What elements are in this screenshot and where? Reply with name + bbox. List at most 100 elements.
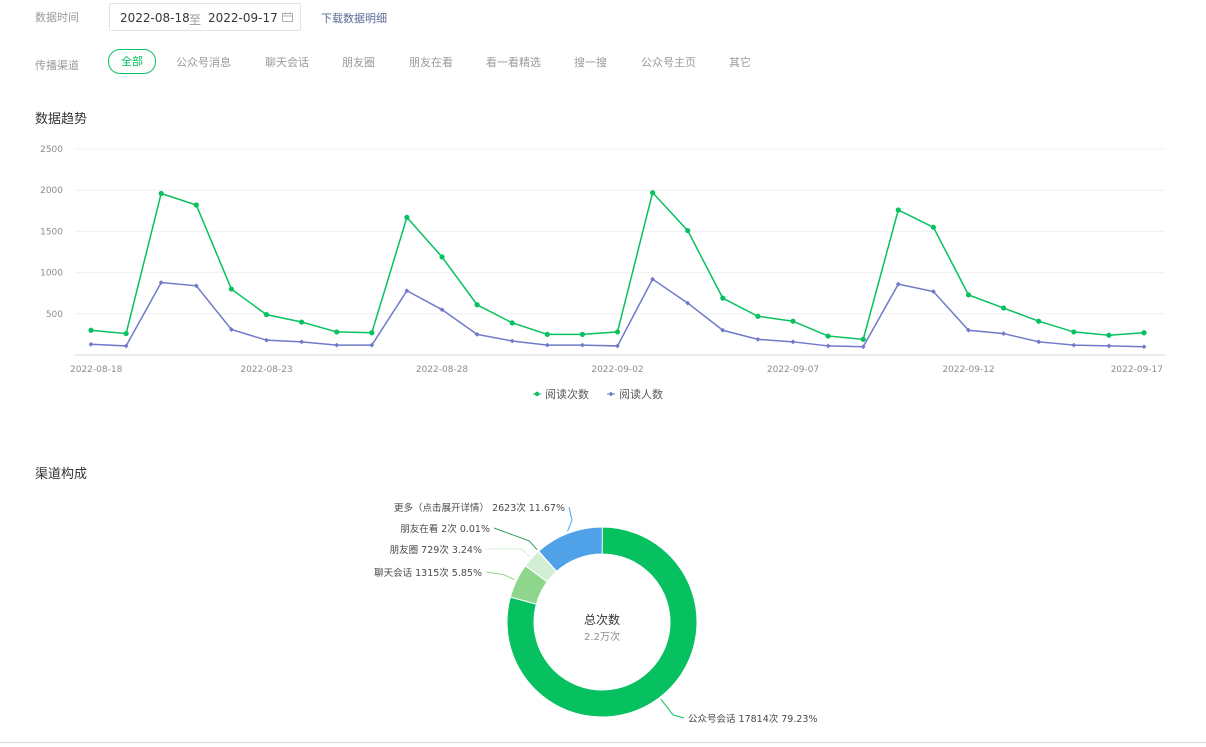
date-filter-label: 数据时间 [35,11,79,24]
data-point[interactable] [474,332,480,337]
composition-section-title: 渠道构成 [35,467,88,482]
data-point[interactable] [1106,332,1112,338]
data-point[interactable] [123,330,129,337]
slice-label: 更多（点击展开详情） 2623次 11.67% [394,502,565,514]
channel-tab[interactable]: 其它 [729,56,751,69]
data-point[interactable] [930,224,937,230]
x-tick-label: 2022-08-28 [416,365,469,375]
data-point[interactable] [931,289,936,294]
channel-tab[interactable]: 朋友圈 [342,56,375,69]
data-point[interactable] [685,300,691,306]
data-point[interactable] [1071,329,1077,335]
slice-leader-line [660,698,685,719]
data-point[interactable] [755,313,761,319]
channel-filter-label: 传播渠道 [35,59,79,72]
data-point[interactable] [158,190,164,197]
y-tick-label: 1500 [40,227,63,237]
data-point[interactable] [88,327,94,333]
legend-item[interactable]: 阅读次数 [533,387,589,401]
date-end: 2022-09-17 [208,11,278,25]
download-detail-link[interactable]: 下载数据明细 [321,12,387,25]
data-point[interactable] [790,339,796,345]
data-point[interactable] [1141,344,1147,350]
channel-tab[interactable]: 全部 [108,49,156,74]
data-point[interactable] [650,190,656,196]
slice-label: 朋友圈 729次 3.24% [390,544,482,556]
data-point[interactable] [966,327,971,333]
slice-leader-line [485,571,515,581]
data-point[interactable] [965,292,972,298]
legend-marker [608,391,614,397]
slice-leader-line [493,527,538,551]
data-point[interactable] [825,343,831,349]
data-point[interactable] [685,227,691,234]
donut-slice[interactable] [506,526,698,718]
data-point[interactable] [439,307,445,313]
data-point[interactable] [158,280,164,285]
channel-tab[interactable]: 公众号主页 [641,56,696,69]
data-point[interactable] [1001,331,1006,336]
data-point[interactable] [123,343,129,349]
data-point[interactable] [615,343,620,349]
data-point[interactable] [264,337,269,343]
data-point[interactable] [544,331,550,337]
data-point[interactable] [755,336,761,342]
data-point[interactable] [229,327,234,332]
data-point[interactable] [544,342,550,348]
channel-tab[interactable]: 看一看精选 [486,56,541,69]
data-point[interactable] [439,254,445,260]
data-point[interactable] [825,333,831,339]
data-point[interactable] [404,214,410,220]
slice-label: 聊天会话 1315次 5.85% [374,567,482,579]
slice-leader-line [485,548,531,558]
date-start: 2022-08-18 [120,11,190,25]
x-tick-label: 2022-09-12 [942,365,994,375]
data-point[interactable] [509,338,515,344]
data-point[interactable] [228,286,234,292]
data-point[interactable] [299,339,304,345]
y-tick-label: 1000 [40,269,63,279]
data-point[interactable] [509,320,515,326]
data-point[interactable] [1036,339,1042,345]
data-point[interactable] [334,342,340,348]
data-point[interactable] [895,281,901,287]
data-point[interactable] [650,276,655,282]
data-point[interactable] [614,329,621,335]
series-line [90,191,1145,341]
series-line [90,278,1145,348]
data-point[interactable] [1071,342,1077,348]
data-point[interactable] [860,344,866,350]
data-point[interactable] [474,302,480,308]
x-tick-label: 2022-09-02 [591,365,643,375]
data-point[interactable] [1001,305,1007,311]
x-tick-label: 2022-08-18 [70,365,123,375]
data-point[interactable] [790,318,796,324]
data-point[interactable] [579,331,586,337]
data-point[interactable] [88,341,94,347]
data-point[interactable] [895,207,901,213]
channel-tab[interactable]: 搜一搜 [574,56,607,69]
data-point[interactable] [720,327,726,333]
data-point[interactable] [334,329,340,335]
data-point[interactable] [1106,343,1112,349]
channel-tab[interactable]: 公众号消息 [176,56,231,69]
trend-section-title: 数据趋势 [35,112,88,127]
y-tick-label: 2500 [40,145,63,155]
data-point[interactable] [263,312,270,318]
slice-label: 朋友在看 2次 0.01% [400,523,490,535]
data-point[interactable] [369,330,375,336]
donut-slice[interactable] [537,526,603,573]
data-point[interactable] [860,336,866,342]
data-point[interactable] [1141,330,1147,336]
channel-tab[interactable]: 朋友在看 [409,56,453,69]
data-point[interactable] [193,202,199,208]
data-point[interactable] [299,319,305,325]
date-range-picker[interactable]: 2022-08-18 至 2022-09-17 [109,3,301,31]
channel-tab[interactable]: 聊天会话 [265,56,309,69]
data-point[interactable] [1036,318,1042,324]
data-point[interactable] [193,283,199,289]
data-point[interactable] [580,342,585,348]
legend-item[interactable]: 阅读人数 [607,387,663,401]
data-point[interactable] [720,295,726,301]
data-point[interactable] [404,288,410,294]
